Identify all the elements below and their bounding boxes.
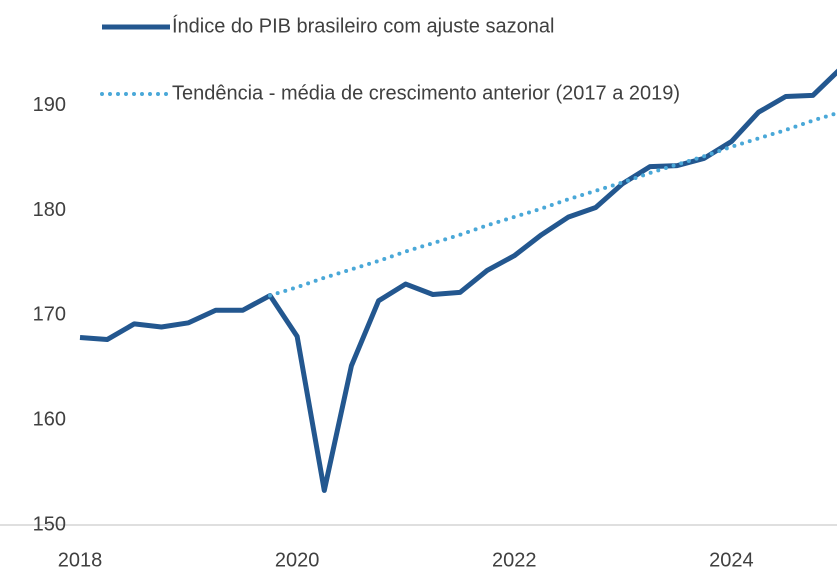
y-tick-label: 190: [33, 94, 66, 116]
series-line: [79, 68, 837, 493]
y-tick-label: 150: [33, 513, 66, 535]
legend-label: Índice do PIB brasileiro com ajuste sazo…: [172, 14, 554, 37]
legend-label: Tendência - média de crescimento anterio…: [172, 82, 680, 104]
y-tick-label: 160: [33, 409, 66, 431]
x-tick-label: 2024: [709, 549, 754, 571]
y-tick-label: 170: [33, 304, 66, 326]
x-tick-label: 2018: [58, 549, 103, 571]
x-tick-label: 2020: [275, 549, 320, 571]
series-line: [268, 111, 837, 298]
x-tick-label: 2022: [492, 549, 537, 571]
y-tick-label: 180: [33, 199, 66, 221]
